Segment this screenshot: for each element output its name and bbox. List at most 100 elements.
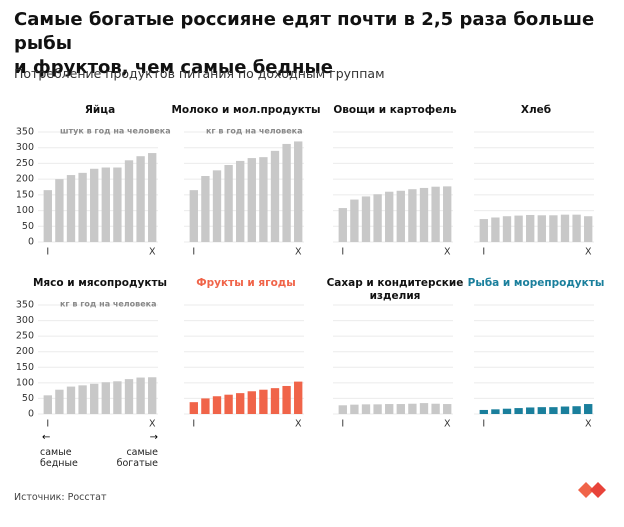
bar [270,388,280,414]
unit-label: кг в год на человека [60,300,156,309]
bar [560,214,570,242]
y-tick-label: 100 [16,377,34,388]
y-tick-label: 300 [16,142,34,153]
poor-label: самые бедные [40,447,78,469]
bar [419,187,429,242]
panel-title: Мясо и мясопродукты [32,277,168,289]
bar [148,153,157,242]
x-tick-label: I [46,247,49,258]
panel-title: Сахар и кондитерские изделия [326,277,464,302]
bar [43,190,52,242]
bar [66,386,76,414]
bar [491,409,500,414]
x-tick-label: X [149,247,156,258]
bar [537,215,546,242]
panel-title: Молоко и мол.продукты [171,104,321,116]
y-tick-label: 50 [22,393,34,404]
bar [431,403,440,414]
bar [373,194,382,242]
panel-title: Рыба и морепродукты [467,277,605,289]
bar [101,382,110,414]
bar [338,405,347,414]
bar [514,215,523,242]
bar [408,403,417,414]
bar [124,379,134,414]
x-tick-label: I [192,419,195,430]
bar [572,406,581,414]
bar [189,190,198,242]
bar [55,389,64,414]
bar [189,402,198,414]
bar [514,408,523,414]
x-tick-label: X [585,419,592,430]
page-subtitle: Потребление продуктов питания по доходны… [14,66,385,81]
bar [78,385,87,414]
bar [537,407,546,414]
unit-label: кг в год на человека [206,127,302,136]
x-tick-label: X [295,247,302,258]
bar [236,393,245,414]
x-tick-label: X [149,419,156,430]
bar [526,214,535,242]
bar [282,385,291,414]
panel-title: Овощи и картофель [333,104,457,116]
bar [350,199,359,242]
bar [113,381,122,414]
y-tick-label: 250 [16,331,34,342]
unit-label: штук в год на человека [60,127,171,136]
x-tick-label: X [444,247,451,258]
x-tick-label: I [341,419,344,430]
panel-title: Фрукты и ягоды [196,277,296,289]
y-tick-label: 350 [16,300,34,311]
bar [136,377,145,414]
x-tick-label: I [482,247,485,258]
logo [578,482,606,498]
bar [361,404,371,414]
bar [549,407,558,414]
bar [443,404,452,414]
bar [201,398,210,414]
bar [212,170,222,242]
bar [259,157,268,242]
bar [236,160,245,242]
y-tick-label: 0 [28,237,34,248]
bar [259,389,268,414]
bar [584,404,593,414]
bar [78,172,87,242]
bar [502,408,512,414]
x-tick-label: I [46,419,49,430]
bar [572,214,581,242]
x-tick-label: X [444,419,451,430]
bar [90,383,99,414]
x-tick-label: I [341,247,344,258]
bar [124,160,134,242]
y-tick-label: 350 [16,127,34,138]
arrow-right: → [150,432,158,443]
y-tick-label: 200 [16,346,34,357]
y-tick-label: 0 [28,409,34,420]
bar [560,406,570,414]
bar [443,186,452,242]
x-tick-label: I [192,247,195,258]
bar [419,403,429,414]
x-tick-label: I [482,419,485,430]
bar [350,404,359,414]
y-tick-label: 100 [16,205,34,216]
bar [247,391,256,414]
y-tick-label: 50 [22,221,34,232]
bar [294,141,303,242]
bar [584,216,593,242]
x-tick-label: X [585,247,592,258]
bar [101,167,110,242]
bar [212,396,222,414]
bar [338,208,347,242]
bar [90,168,99,242]
bar [294,381,303,414]
bar [361,196,371,242]
bar [396,404,405,414]
bar [201,176,210,242]
bar [479,409,488,414]
y-tick-label: 250 [16,158,34,169]
bar [66,175,76,242]
bar [502,216,512,242]
